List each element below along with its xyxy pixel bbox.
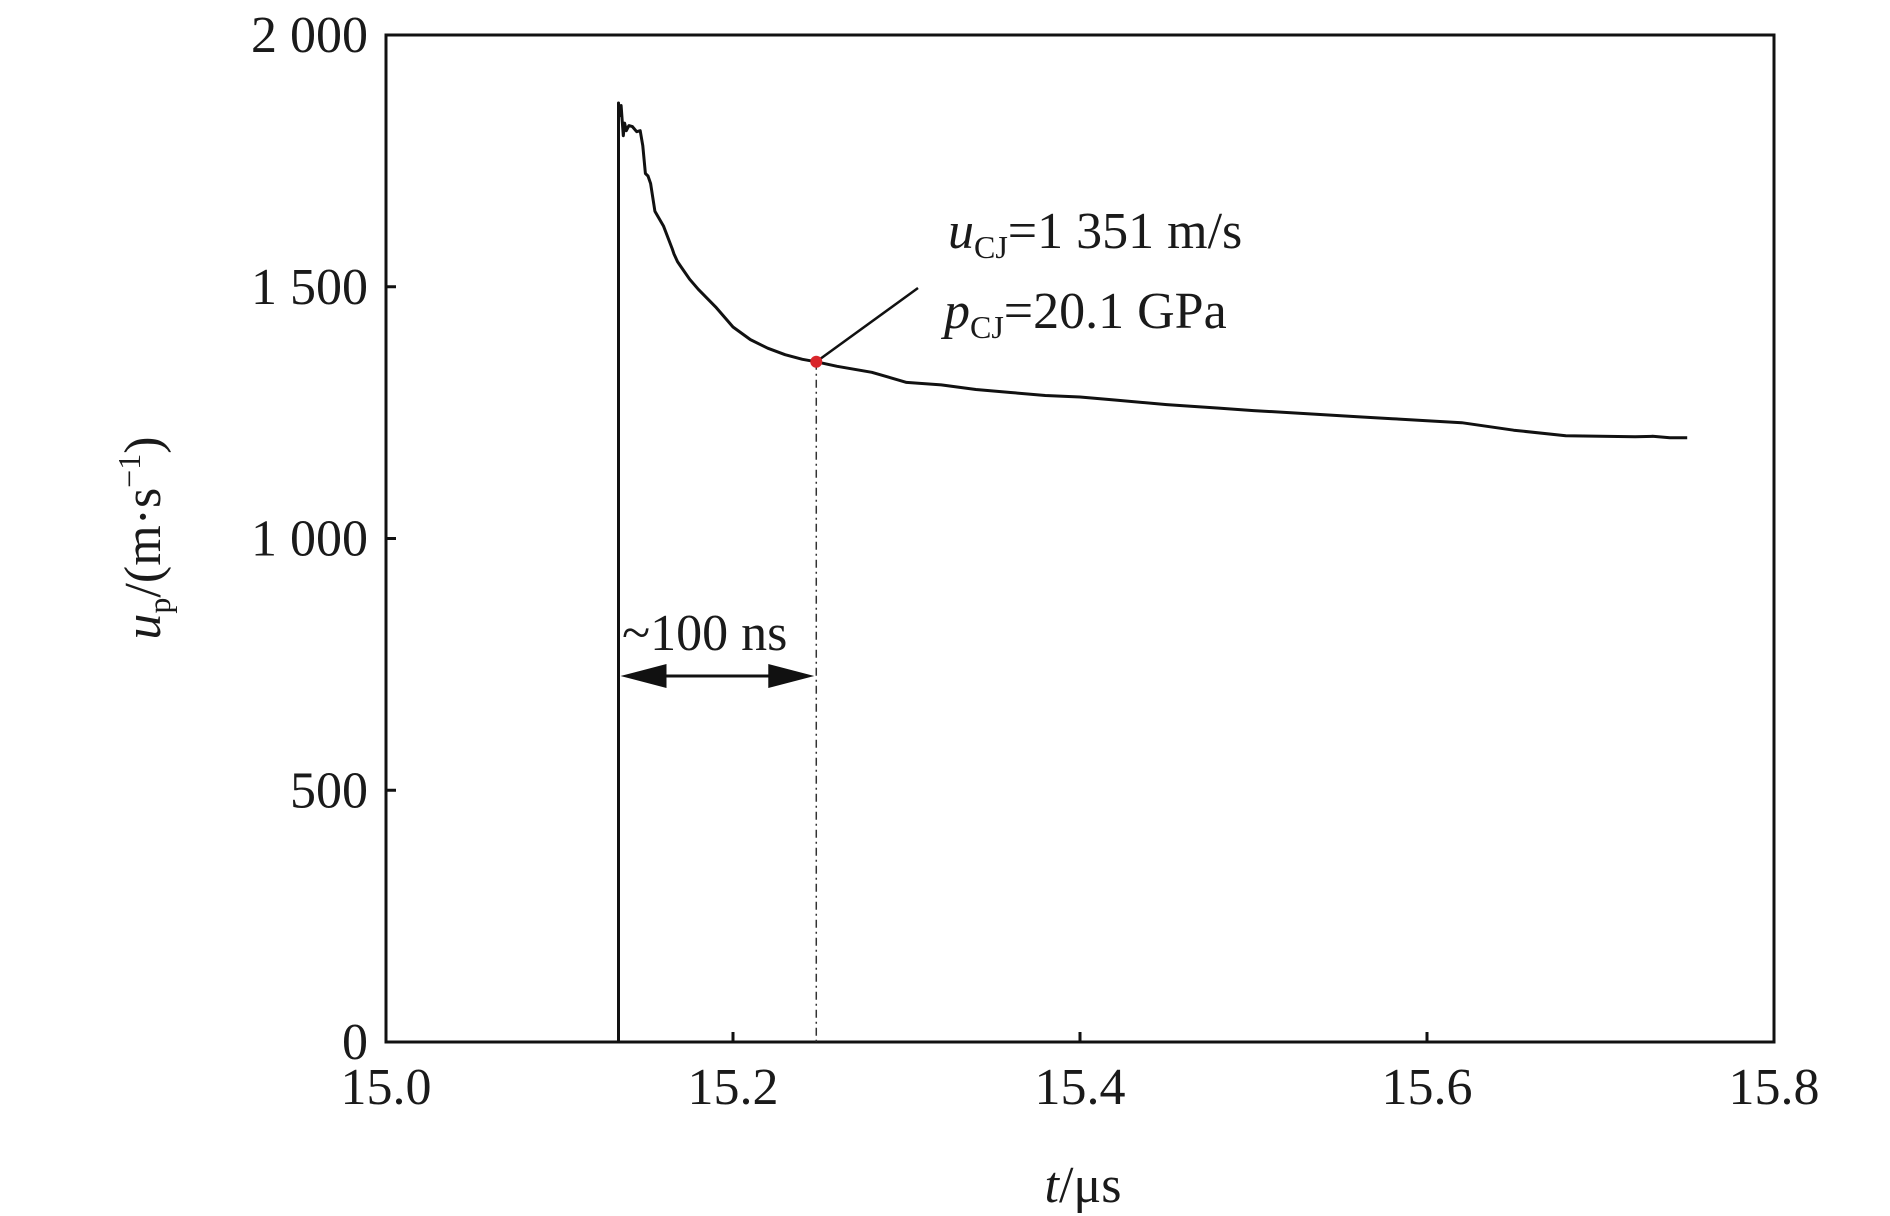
ucj-annotation: uCJ=1 351 m/s — [948, 203, 1242, 265]
ticks: 15.0 15.2 15.4 15.6 15.8 0 500 1 000 1 500 2 000 — [251, 7, 1820, 1116]
y-tick-label: 0 — [342, 1014, 368, 1071]
x-tick-label: 15.0 — [341, 1059, 432, 1116]
cj-point — [810, 355, 823, 368]
interval-label: ~100 ns — [622, 605, 787, 662]
series — [617, 101, 1688, 1042]
x-tick-label: 15.8 — [1729, 1059, 1820, 1116]
y-axis-title: up/(m·s−1) — [111, 436, 177, 639]
annotations — [620, 286, 919, 1042]
y-tick-label: 1 500 — [251, 259, 368, 316]
x-tick-label: 15.6 — [1382, 1059, 1473, 1116]
leader-line — [815, 286, 919, 363]
interval-arrow-right — [768, 664, 815, 688]
x-axis-title: t/μs — [1044, 1157, 1121, 1214]
y-tick-label: 500 — [290, 762, 368, 819]
x-tick-label: 15.2 — [688, 1059, 779, 1116]
pcj-annotation: pCJ=20.1 GPa — [940, 283, 1227, 345]
series-line — [617, 101, 1688, 1042]
y-tick-label: 2 000 — [251, 7, 368, 64]
plot-frame — [384, 33, 1776, 1044]
x-tick-label: 15.4 — [1035, 1059, 1126, 1116]
y-tick-label: 1 000 — [251, 511, 368, 568]
interval-arrow-left — [620, 664, 667, 688]
